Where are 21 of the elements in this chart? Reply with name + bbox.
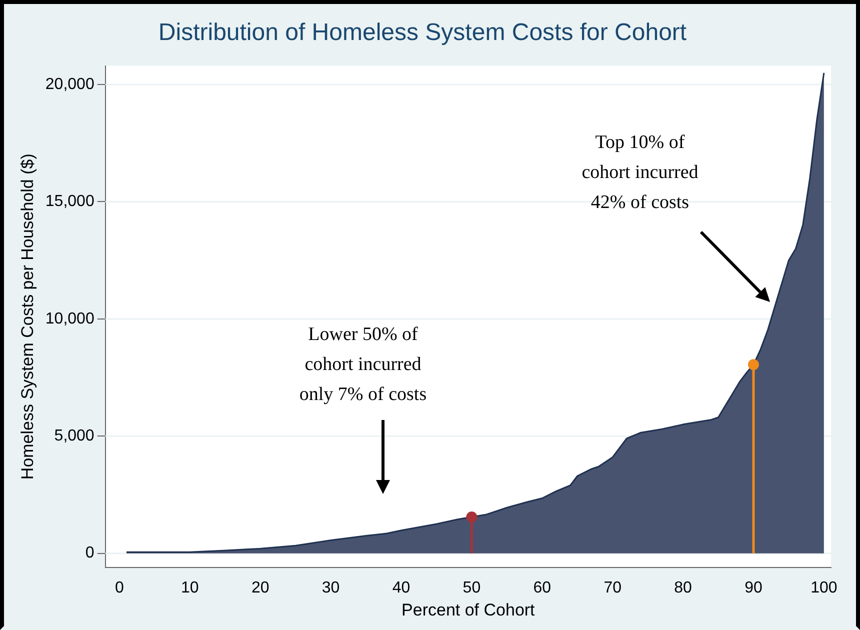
x-tick-label: 20 (251, 579, 270, 596)
annotation: Top 10% of cohort incurred 42% of costs (582, 132, 699, 213)
x-tick-label: 80 (674, 579, 692, 596)
y-tick-label: 0 (85, 544, 94, 562)
x-axis-title: Percent of Cohort (402, 600, 536, 620)
chart-title: Distribution of Homeless System Costs for Cohort (158, 19, 687, 46)
annotation: Lower 50% of cohort incurred only 7% of costs (299, 324, 427, 405)
y-tick-label: 20,000 (45, 76, 94, 93)
x-tick-label: 60 (533, 579, 552, 596)
x-tick-label: 0 (114, 579, 124, 596)
x-tick-label: 30 (322, 579, 340, 596)
x-tick-label: 70 (604, 579, 622, 596)
x-tick-label: 40 (392, 579, 410, 596)
x-tick-label: 50 (462, 579, 481, 596)
y-axis-title: Homeless System Costs per Household ($) (18, 154, 37, 480)
x-tick-label: 90 (744, 579, 762, 596)
y-tick-label: 10,000 (45, 310, 94, 328)
x-tick-label: 100 (810, 579, 838, 596)
y-tick-label: 15,000 (45, 193, 94, 210)
y-tick-label: 5,000 (54, 428, 94, 445)
x-tick-label: 10 (180, 579, 199, 596)
